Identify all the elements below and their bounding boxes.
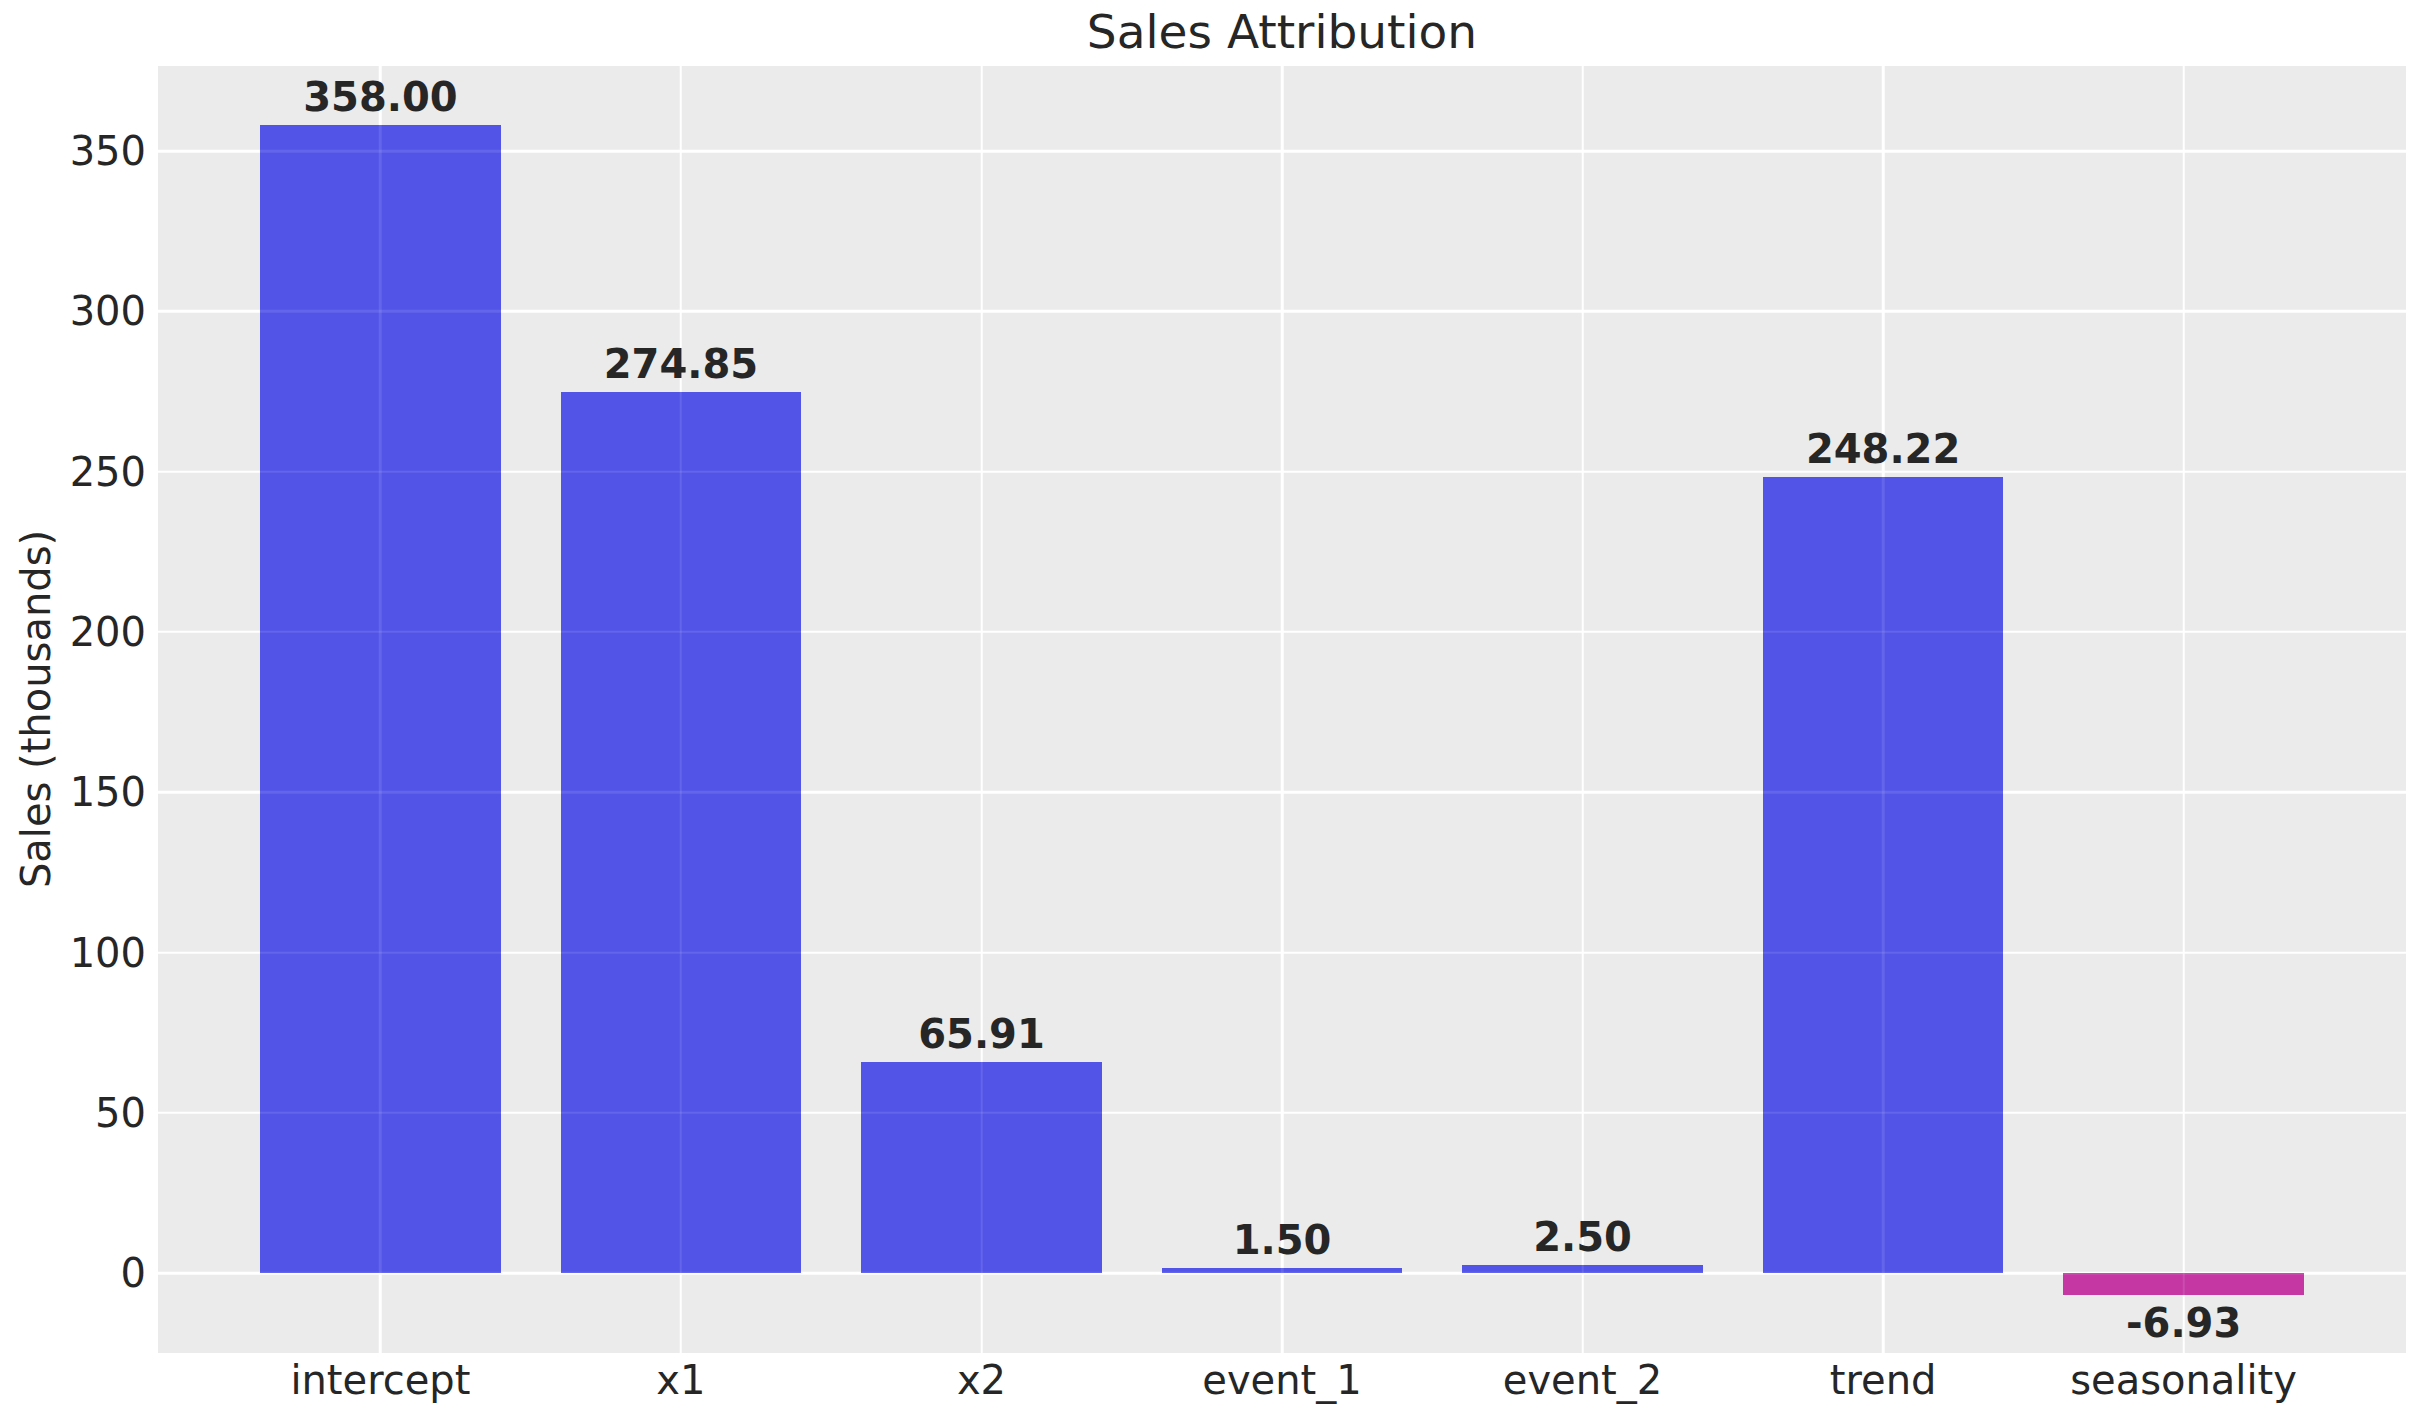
- plot-area: 358.00 274.85 65.91 1.50 2.50 248.22 -6.93: [158, 66, 2406, 1353]
- value-label-event_2: 2.50: [1533, 1215, 1632, 1259]
- x-tick-label-x2: x2: [957, 1357, 1006, 1403]
- value-label-x2: 65.91: [918, 1012, 1045, 1056]
- v-gridline: [379, 66, 382, 1353]
- x-tick-label-seasonality: seasonality: [2070, 1357, 2297, 1403]
- value-label-intercept: 358.00: [303, 75, 457, 119]
- y-tick-label: 0: [0, 1251, 146, 1295]
- x-tick-label-intercept: intercept: [290, 1357, 470, 1403]
- y-tick-label: 200: [0, 610, 146, 654]
- y-tick-label: 150: [0, 770, 146, 814]
- y-tick-label: 300: [0, 289, 146, 333]
- v-gridline: [1882, 66, 1885, 1353]
- y-tick-label: 100: [0, 931, 146, 975]
- value-label-event_1: 1.50: [1233, 1218, 1332, 1262]
- chart-title: Sales Attribution: [1087, 4, 1477, 60]
- bar-chart-figure: Sales Attribution Sales (thousands) 358.…: [0, 0, 2423, 1423]
- y-axis-label: Sales (thousands): [13, 530, 59, 888]
- x-tick-label-x1: x1: [656, 1357, 705, 1403]
- v-gridline: [1281, 66, 1284, 1353]
- y-tick-label: 250: [0, 450, 146, 494]
- v-gridline: [1581, 66, 1584, 1353]
- y-tick-label: 350: [0, 129, 146, 173]
- value-label-seasonality: -6.93: [2126, 1301, 2241, 1345]
- v-gridline: [680, 66, 683, 1353]
- x-tick-label-event_1: event_1: [1202, 1357, 1361, 1403]
- y-tick-label: 50: [0, 1091, 146, 1135]
- v-gridline: [2182, 66, 2185, 1353]
- x-tick-label-trend: trend: [1830, 1357, 1937, 1403]
- v-gridline: [980, 66, 983, 1353]
- value-label-x1: 274.85: [604, 342, 758, 386]
- value-label-trend: 248.22: [1806, 427, 1960, 471]
- x-tick-label-event_2: event_2: [1503, 1357, 1662, 1403]
